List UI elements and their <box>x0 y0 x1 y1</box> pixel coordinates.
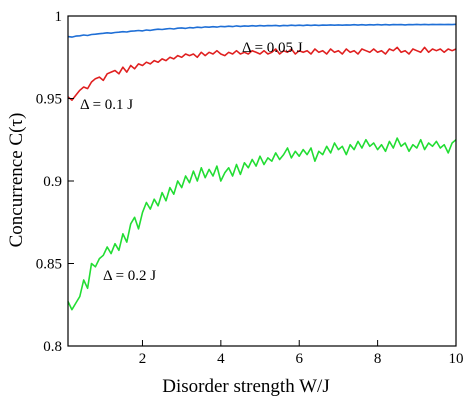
x-tick-label: 6 <box>295 351 303 367</box>
y-tick-label: 0.8 <box>43 339 62 355</box>
series-line-2 <box>67 137 457 311</box>
plot-frame <box>67 15 457 347</box>
x-tick-label: 10 <box>449 351 464 367</box>
series-lines <box>67 23 457 311</box>
x-axis-title: Disorder strength W/J <box>162 376 329 397</box>
y-tick-label: 0.95 <box>36 92 62 108</box>
y-axis-title: Concurrence C(τ) <box>6 113 27 248</box>
series-line-0 <box>67 23 457 38</box>
x-tick-label: 4 <box>217 351 225 367</box>
annotation-delta-02: Δ = 0.2 J <box>103 268 156 284</box>
x-tick-label: 2 <box>139 351 147 367</box>
annotation-delta-01: Δ = 0.1 J <box>80 97 133 113</box>
series-line-1 <box>67 46 457 101</box>
y-tick-label: 0.9 <box>43 174 62 190</box>
y-tick-label: 1 <box>55 9 63 25</box>
annotation-delta-005: Δ = 0.05 J <box>242 40 303 56</box>
x-axis: 2 4 6 8 10 <box>139 340 464 367</box>
x-tick-label: 8 <box>374 351 382 367</box>
y-tick-label: 0.85 <box>36 257 62 273</box>
y-axis: 0.8 0.85 0.9 0.95 1 <box>36 9 74 355</box>
